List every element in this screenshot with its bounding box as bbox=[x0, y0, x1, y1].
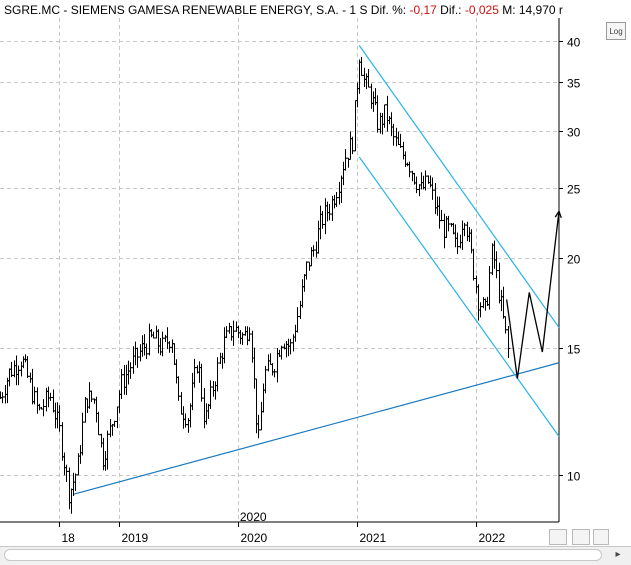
scroll-end-button[interactable] bbox=[593, 529, 609, 545]
log-scale-button[interactable]: Log bbox=[606, 22, 626, 40]
title-separator: - bbox=[60, 3, 71, 17]
y-tick-label: 20 bbox=[567, 253, 581, 267]
period-label: - 1 S bbox=[338, 3, 368, 17]
x-period-label: 2020 bbox=[240, 510, 267, 524]
y-tick-label: 40 bbox=[567, 36, 581, 50]
title-trail: r bbox=[555, 3, 563, 17]
chart-title: SGRE.MC - SIEMENS GAMESA RENEWABLE ENERG… bbox=[4, 3, 563, 17]
dif-pct-label: Dif. %: bbox=[367, 3, 410, 17]
trendlines bbox=[73, 45, 560, 495]
m-label: M: bbox=[498, 3, 519, 17]
projection-path bbox=[506, 209, 562, 379]
save-icon[interactable] bbox=[572, 529, 590, 545]
x-tick-label: 2022 bbox=[479, 531, 506, 545]
horizontal-scrollbar[interactable] bbox=[4, 549, 602, 561]
x-tick-label: 2021 bbox=[360, 531, 387, 545]
company-name: SIEMENS GAMESA RENEWABLE ENERGY, S.A. bbox=[70, 3, 339, 17]
dif-label: Dif.: bbox=[436, 3, 465, 17]
channel-upper-line bbox=[358, 45, 560, 328]
x-tick-label: 2020 bbox=[241, 531, 268, 545]
price-bars bbox=[0, 56, 511, 514]
y-axis: 10 15 20 25 30 35 40 bbox=[559, 36, 581, 484]
y-tick-label: 30 bbox=[567, 126, 581, 140]
grid bbox=[0, 18, 560, 523]
x-axis: 18 2019 2020 2021 2022 2020 bbox=[59, 510, 506, 545]
dif-value: -0,025 bbox=[464, 3, 499, 17]
m-value: 14,970 bbox=[518, 3, 556, 17]
chevron-right-icon[interactable]: ▸ bbox=[615, 549, 621, 560]
y-tick-label: 15 bbox=[567, 343, 581, 357]
channel-lower-line bbox=[358, 156, 560, 437]
y-tick-label: 25 bbox=[567, 183, 581, 197]
x-tick-label: 18 bbox=[62, 531, 76, 545]
draw-tool-button[interactable] bbox=[549, 529, 567, 545]
symbol-label: SGRE.MC bbox=[4, 3, 61, 17]
x-tick-label: 2019 bbox=[122, 531, 149, 545]
arrow-head-icon bbox=[554, 209, 562, 219]
support-line bbox=[73, 362, 560, 495]
dif-pct-value: -0,17 bbox=[409, 3, 437, 17]
y-tick-label: 10 bbox=[567, 470, 581, 484]
y-tick-label: 35 bbox=[567, 77, 581, 91]
projection-line bbox=[506, 211, 560, 379]
